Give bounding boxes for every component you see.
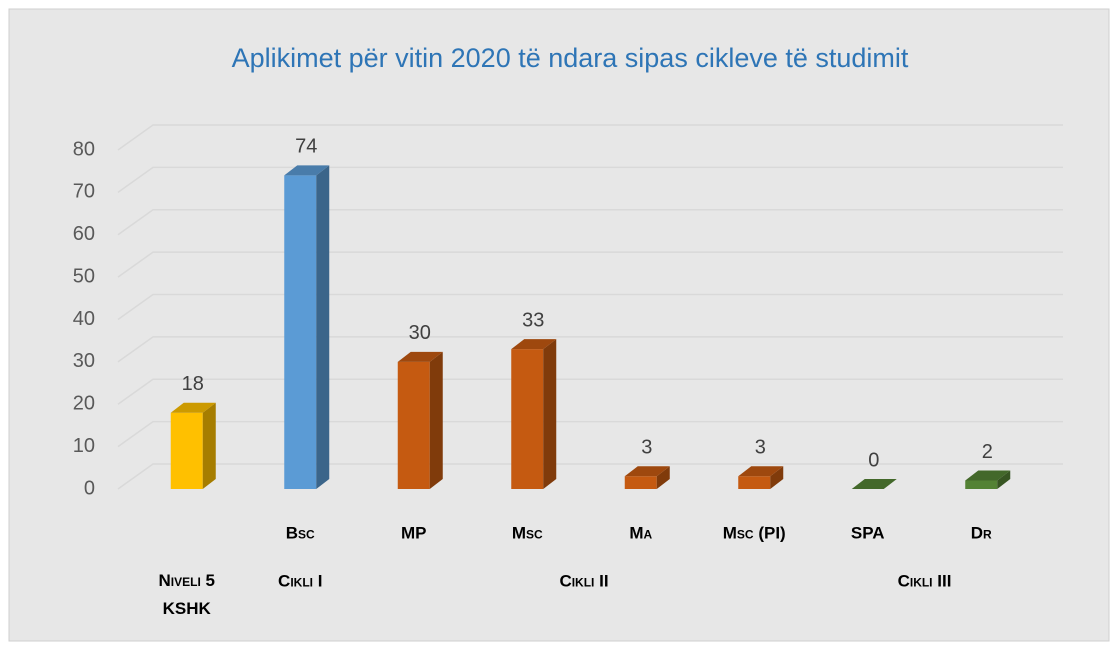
x-tick-label: MP	[401, 523, 427, 542]
bar-face	[511, 349, 544, 489]
y-tick-label: 0	[84, 477, 95, 499]
bar	[170, 402, 216, 489]
bar-face	[284, 175, 317, 490]
bar	[965, 470, 1011, 489]
bar-face	[997, 470, 1011, 489]
value-label: 30	[409, 322, 431, 344]
y-tick-label: 80	[73, 138, 95, 160]
y-tick-label: 70	[73, 181, 95, 203]
grid-line	[117, 336, 1063, 363]
group-label: Cikli II	[559, 571, 608, 590]
bar-face	[624, 466, 670, 477]
x-tick-label: Ma	[629, 523, 652, 542]
grid-line	[117, 420, 1063, 448]
group-label: Niveli 5 KSHK	[159, 571, 215, 618]
x-tick-label: Msc (PI)	[723, 523, 786, 542]
y-tick-label: 20	[73, 393, 95, 415]
bar-face	[624, 476, 657, 489]
grid-line	[117, 463, 1063, 490]
bar-face	[397, 361, 430, 489]
group-label: Cikli I	[278, 571, 322, 590]
y-tick-label: 50	[73, 265, 95, 287]
grid-line	[117, 293, 1063, 321]
chart-background	[8, 8, 1110, 642]
bar	[511, 339, 557, 489]
bar	[284, 165, 330, 490]
bar	[851, 479, 897, 489]
grid-line	[117, 166, 1063, 193]
bar-face	[316, 165, 330, 490]
bar-face	[170, 412, 203, 489]
value-label: 2	[982, 441, 993, 463]
grid-line	[117, 209, 1063, 236]
bar-face	[770, 466, 784, 489]
value-label: 74	[295, 136, 317, 158]
group-label: Cikli III	[898, 571, 952, 590]
bar	[738, 466, 784, 489]
value-label: 3	[755, 437, 766, 459]
bar-face	[656, 466, 670, 489]
bar-face	[965, 480, 998, 489]
x-tick-label: Msc	[512, 523, 543, 542]
bar-face	[965, 470, 1011, 481]
bar-face	[511, 339, 557, 350]
y-tick-label: 30	[73, 350, 95, 372]
value-label: 33	[522, 309, 544, 331]
x-tick-label: SPA	[851, 523, 885, 542]
grid-line	[117, 124, 1063, 151]
grid-line	[117, 378, 1063, 405]
y-tick-label: 40	[73, 308, 95, 330]
y-tick-label: 10	[73, 435, 95, 457]
bar-face	[202, 402, 216, 489]
chart-title: Aplikimet për vitin 2020 të ndara sipas …	[232, 43, 909, 73]
bar-face	[429, 351, 443, 489]
bar	[624, 466, 670, 489]
bar-face	[284, 165, 330, 176]
bar-face	[170, 402, 216, 413]
bar	[397, 351, 443, 489]
value-label: 18	[182, 373, 204, 395]
bar-face	[738, 476, 771, 489]
x-tick-label: Dr	[971, 523, 992, 542]
value-label: 0	[868, 449, 879, 471]
x-tick-label: Bsc	[286, 523, 315, 542]
grid-line	[117, 251, 1063, 278]
value-label: 3	[641, 437, 652, 459]
bar-face	[543, 339, 557, 489]
y-tick-label: 60	[73, 223, 95, 245]
bar-face	[738, 466, 784, 477]
bar-face	[397, 351, 443, 362]
bar-face	[851, 479, 897, 489]
